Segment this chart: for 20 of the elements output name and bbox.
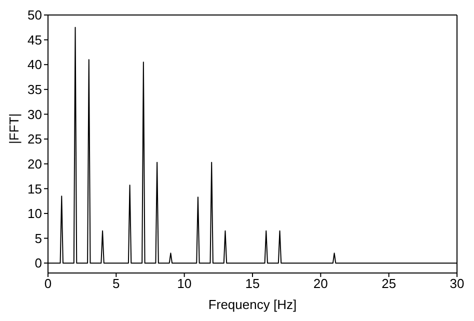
y-tick-label: 25 xyxy=(28,132,42,147)
y-tick-label: 15 xyxy=(28,181,42,196)
y-tick-label: 20 xyxy=(28,156,42,172)
y-tick-label: 30 xyxy=(28,106,42,122)
y-tick-label: 5 xyxy=(34,230,42,246)
x-axis-title: Frequency [Hz] xyxy=(208,297,297,312)
y-tick-label: 40 xyxy=(28,57,42,72)
x-tick-label: 10 xyxy=(177,276,192,292)
x-tick-label: 5 xyxy=(112,276,120,292)
x-tick-label: 20 xyxy=(313,276,328,292)
y-tick-label: 45 xyxy=(28,32,42,48)
x-tick-label: 0 xyxy=(44,276,52,292)
y-tick-label: 35 xyxy=(28,82,42,98)
x-tick-label: 25 xyxy=(382,276,396,292)
y-axis-title: |FFT| xyxy=(6,113,22,144)
y-tick-label: 10 xyxy=(28,206,42,222)
y-tick-label: 50 xyxy=(28,8,42,23)
x-tick-label: 30 xyxy=(450,276,464,292)
y-tick-label: 0 xyxy=(34,256,42,271)
x-tick-label: 15 xyxy=(245,276,260,292)
